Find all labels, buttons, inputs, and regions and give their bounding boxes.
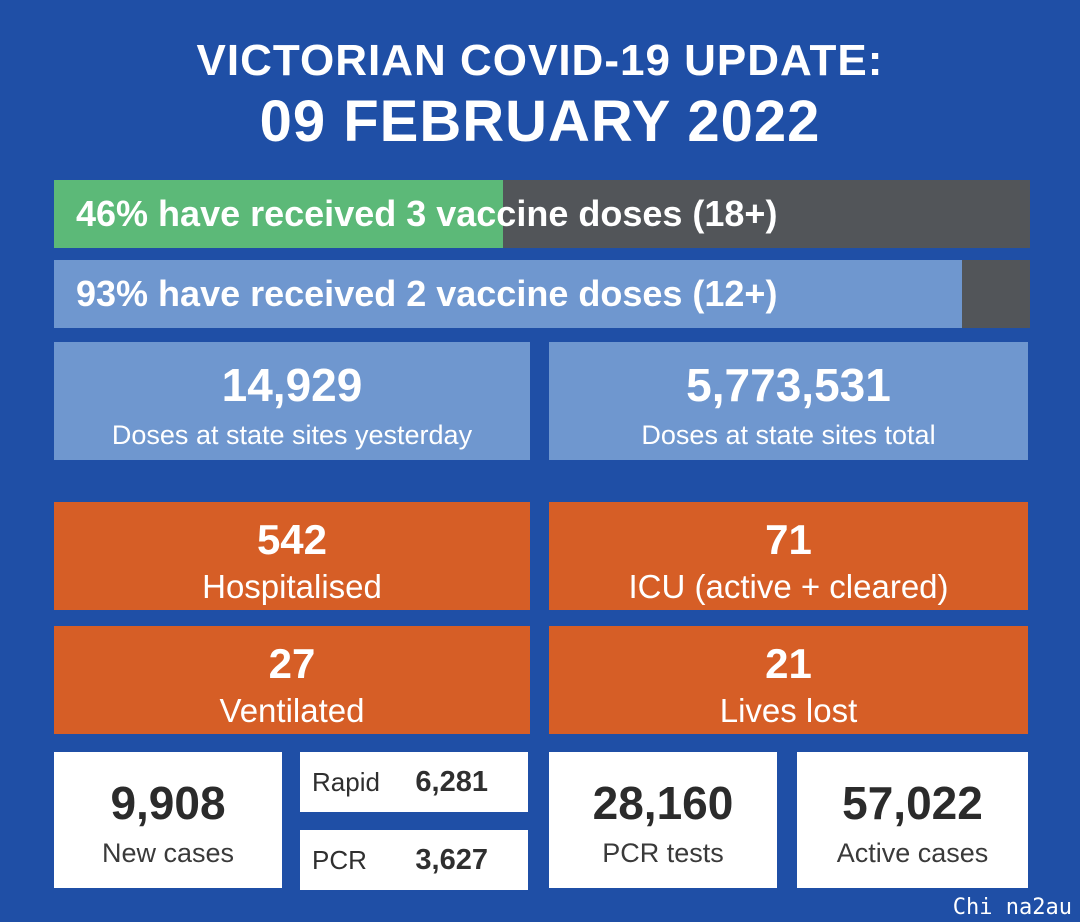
- ventilated-value: 27: [268, 640, 316, 687]
- ventilated-card: 27 Ventilated: [54, 626, 530, 734]
- three-dose-label: 46% have received 3 vaccine doses (18+): [76, 193, 778, 234]
- doses-yesterday-card: 14,929 Doses at state sites yesterday: [54, 342, 530, 460]
- new-cases-label: New cases: [101, 838, 235, 868]
- lives-lost-value: 21: [765, 640, 812, 687]
- icu-label: ICU (active + cleared): [628, 568, 949, 605]
- active-cases-card: 57,022 Active cases: [797, 752, 1028, 888]
- active-cases-label: Active cases: [836, 838, 989, 868]
- icu-card: 71 ICU (active + cleared): [549, 502, 1028, 610]
- doses-total-label: Doses at state sites total: [641, 420, 936, 450]
- doses-total-value: 5,773,531: [686, 359, 891, 411]
- pcr-value: 3,627: [415, 844, 488, 876]
- two-dose-progress-fill: [54, 260, 962, 328]
- pcr-tests-label: PCR tests: [602, 838, 724, 868]
- new-cases-value: 9,908: [110, 777, 226, 829]
- hospitalised-label: Hospitalised: [202, 568, 382, 605]
- title-line-1: VICTORIAN COVID-19 UPDATE:: [196, 36, 884, 85]
- pcr-tests-card: 28,160 PCR tests: [549, 752, 777, 888]
- lives-lost-label: Lives lost: [719, 692, 858, 729]
- ventilated-label: Ventilated: [219, 692, 365, 729]
- watermark-text: Chi na2au: [952, 895, 1072, 920]
- doses-total-card: 5,773,531 Doses at state sites total: [549, 342, 1028, 460]
- rapid-card: Rapid 6,281: [300, 752, 528, 812]
- pcr-tests-value: 28,160: [592, 777, 734, 829]
- lives-lost-card: 21 Lives lost: [549, 626, 1028, 734]
- rapid-value: 6,281: [415, 766, 488, 798]
- hospitalised-value: 542: [256, 516, 328, 563]
- rapid-label: Rapid: [312, 767, 380, 797]
- two-dose-progress-bar: 93% have received 2 vaccine doses (12+): [54, 260, 1030, 328]
- doses-yesterday-value: 14,929: [221, 359, 363, 411]
- icu-value: 71: [765, 516, 812, 563]
- three-dose-progress-fill: [54, 180, 503, 248]
- pcr-card: PCR 3,627: [300, 830, 528, 890]
- hospitalised-card: 542 Hospitalised: [54, 502, 530, 610]
- doses-yesterday-label: Doses at state sites yesterday: [111, 420, 473, 450]
- active-cases-value: 57,022: [842, 777, 983, 829]
- new-cases-card: 9,908 New cases: [54, 752, 282, 888]
- title-date: 09 FEBRUARY 2022: [259, 89, 821, 154]
- three-dose-progress-bar: 46% have received 3 vaccine doses (18+): [54, 180, 1030, 248]
- pcr-label: PCR: [312, 845, 367, 875]
- two-dose-label: 93% have received 2 vaccine doses (12+): [76, 273, 778, 314]
